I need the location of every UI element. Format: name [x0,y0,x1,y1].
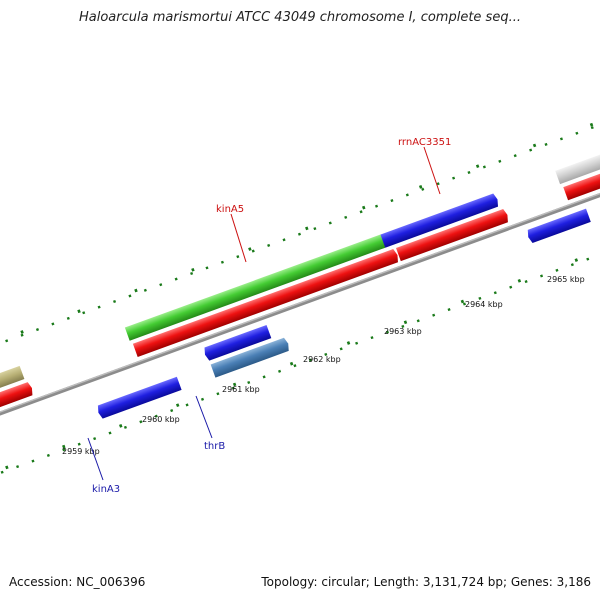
accession-text: Accession: NC_006396 [9,575,146,589]
tick-label-2964: 2964 kbp [465,300,503,309]
gene-label-kinA3: kinA3 [92,484,120,495]
gene-thrB[interactable] [210,337,291,378]
chromosome-backbone [0,178,600,429]
forward-gene-inner-1[interactable] [203,324,272,361]
tick-label-2963: 2963 kbp [384,327,422,336]
tick-label-2962: 2962 kbp [303,355,341,364]
olive-gene-left-edge[interactable] [0,365,25,391]
gene-label-rrnAC3351: rrnAC3351 [398,137,451,148]
gene-kinA3[interactable] [96,376,182,420]
other-gene-grey[interactable] [555,144,600,185]
tick-label-2959: 2959 kbp [62,447,100,456]
reverse-gene-left-edge[interactable] [0,381,34,408]
forward-gene-inner-right[interactable] [526,208,591,244]
reverse-gene-1[interactable] [132,248,400,357]
map-title: Haloarcula marismortui ATCC 43049 chromo… [79,10,521,25]
outer-tick-ring [0,121,599,360]
tick-label-2965: 2965 kbp [547,275,585,284]
gene-label-group-thrB[interactable]: thrB [195,395,225,452]
gene-label-kinA5: kinA5 [216,204,244,215]
reverse-gene-3[interactable] [563,161,600,201]
forward-gene-rrnAC3351[interactable] [380,193,499,248]
reverse-gene-2[interactable] [396,208,510,262]
gene-label-group-kinA5[interactable]: kinA5 [216,204,247,263]
rrna-kinA5-feature[interactable] [124,234,387,341]
gene-label-thrB: thrB [204,441,225,452]
tick-label-2961: 2961 kbp [222,385,260,394]
gene-label-group-kinA3[interactable]: kinA3 [87,437,120,495]
topology-summary: Topology: circular; Length: 3,131,724 bp… [261,575,591,589]
tick-label-2960: 2960 kbp [142,415,180,424]
kbp-tick-labels: 2959 kbp 2960 kbp 2961 kbp 2962 kbp 2963… [62,275,585,456]
gene-label-group-rrnAC3351[interactable]: rrnAC3351 [398,137,451,195]
